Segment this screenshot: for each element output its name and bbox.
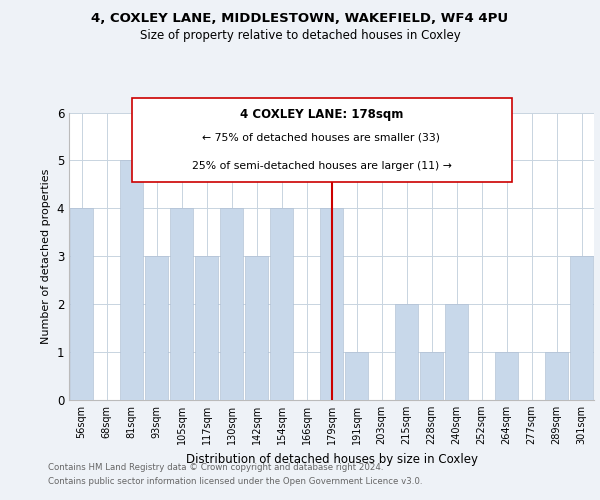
X-axis label: Distribution of detached houses by size in Coxley: Distribution of detached houses by size …: [185, 452, 478, 466]
Text: Contains HM Land Registry data © Crown copyright and database right 2024.: Contains HM Land Registry data © Crown c…: [48, 462, 383, 471]
Bar: [570, 256, 593, 400]
Bar: [345, 352, 368, 400]
Bar: [320, 208, 343, 400]
Bar: [420, 352, 443, 400]
Text: 4 COXLEY LANE: 178sqm: 4 COXLEY LANE: 178sqm: [240, 108, 403, 122]
Text: Contains public sector information licensed under the Open Government Licence v3: Contains public sector information licen…: [48, 478, 422, 486]
Bar: [70, 208, 93, 400]
Bar: [395, 304, 418, 400]
Bar: [120, 160, 143, 400]
Bar: [195, 256, 218, 400]
Bar: [220, 208, 243, 400]
Bar: [495, 352, 518, 400]
Bar: [170, 208, 193, 400]
Bar: [245, 256, 268, 400]
Bar: [270, 208, 293, 400]
Bar: [145, 256, 168, 400]
Bar: [445, 304, 468, 400]
Text: Size of property relative to detached houses in Coxley: Size of property relative to detached ho…: [140, 29, 460, 42]
Text: 4, COXLEY LANE, MIDDLESTOWN, WAKEFIELD, WF4 4PU: 4, COXLEY LANE, MIDDLESTOWN, WAKEFIELD, …: [91, 12, 509, 26]
Bar: [545, 352, 568, 400]
Y-axis label: Number of detached properties: Number of detached properties: [41, 168, 51, 344]
FancyBboxPatch shape: [131, 98, 511, 182]
Text: ← 75% of detached houses are smaller (33): ← 75% of detached houses are smaller (33…: [203, 132, 440, 142]
Text: 25% of semi-detached houses are larger (11) →: 25% of semi-detached houses are larger (…: [191, 161, 451, 171]
